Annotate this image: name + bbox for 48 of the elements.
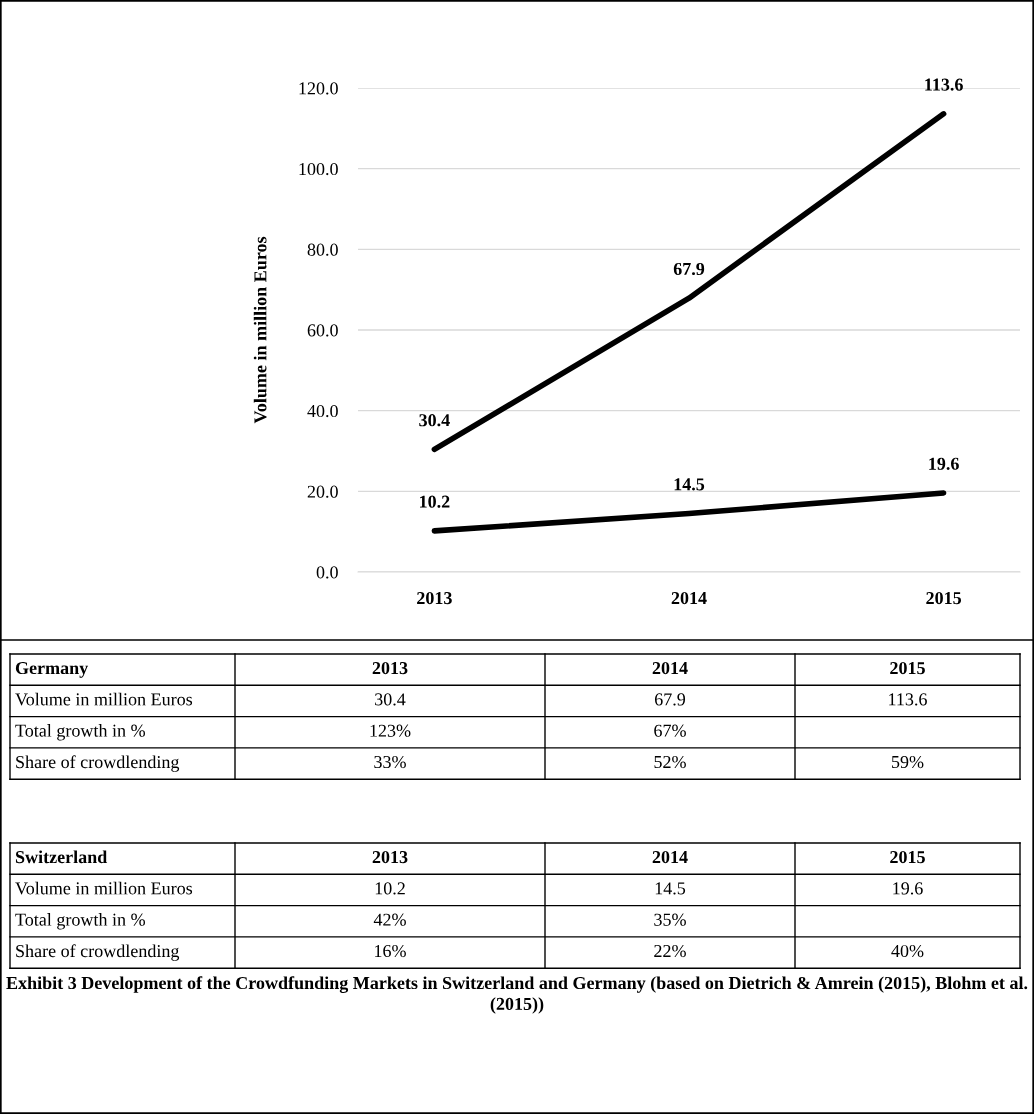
data-label: 40%: [891, 944, 924, 958]
data-label: 123%: [370, 724, 411, 737]
data-label: 113.6: [889, 693, 927, 706]
text: Germany: [15, 661, 89, 678]
data-label: 19.6: [929, 457, 959, 470]
y-tick-label: 120.0: [299, 82, 338, 95]
y-axis-title: Volume in million Euros: [253, 236, 267, 424]
text: Exhibit 3 Development of the Crowdfunding Markets in Switzerland and Germany (based on Dietrich & Amrein (2015), Blohm et al. (2015)): [6, 976, 1028, 1014]
x-tick-label: 2014: [671, 591, 707, 605]
data-label: 113.6: [925, 78, 963, 91]
data-label: 67%: [654, 724, 686, 737]
text: Share of crowdlending: [16, 944, 180, 961]
data-label: 33%: [374, 755, 406, 769]
x-tick-label: 2013: [417, 591, 452, 605]
data-label: 14.5: [655, 882, 686, 895]
data-label: 30.4: [419, 414, 450, 427]
category-label: 2015: [890, 850, 925, 864]
x-tick-label: 2015: [926, 591, 962, 605]
text: Total growth in %: [15, 724, 145, 741]
category-label: 2014: [652, 850, 688, 864]
data-label: 67.9: [654, 693, 686, 706]
category-label: 2015: [890, 661, 925, 675]
y-tick-label: 100.0: [299, 162, 338, 176]
y-tick-label: 60.0: [307, 324, 338, 337]
data-label: 10.2: [375, 882, 405, 895]
text: Switzerland: [15, 850, 108, 864]
data-label: 67.9: [673, 262, 705, 276]
y-tick-label: 40.0: [307, 404, 338, 418]
text: Total growth in %: [15, 913, 145, 930]
data-label: 19.6: [893, 882, 923, 895]
y-tick-label: 20.0: [307, 485, 338, 498]
text: Volume in million Euros: [15, 692, 193, 706]
data-label: 22%: [654, 944, 686, 958]
data-label: 16%: [375, 944, 406, 958]
data-label: 10.2: [420, 495, 450, 508]
data-label: 52%: [654, 755, 686, 769]
text: Volume in million Euros: [15, 881, 193, 895]
data-label: 35%: [654, 913, 686, 926]
category-label: 2014: [652, 661, 688, 675]
category-label: 2013: [372, 850, 408, 864]
y-tick-label: 0.0: [316, 566, 338, 579]
text: Share of crowdlending: [16, 755, 180, 772]
data-label: 14.5: [674, 478, 705, 491]
y-tick-label: 80.0: [307, 243, 338, 256]
data-label: 30.4: [375, 693, 406, 706]
category-label: 2013: [372, 661, 408, 675]
data-label: 59%: [892, 755, 924, 769]
data-label: 42%: [373, 913, 406, 926]
